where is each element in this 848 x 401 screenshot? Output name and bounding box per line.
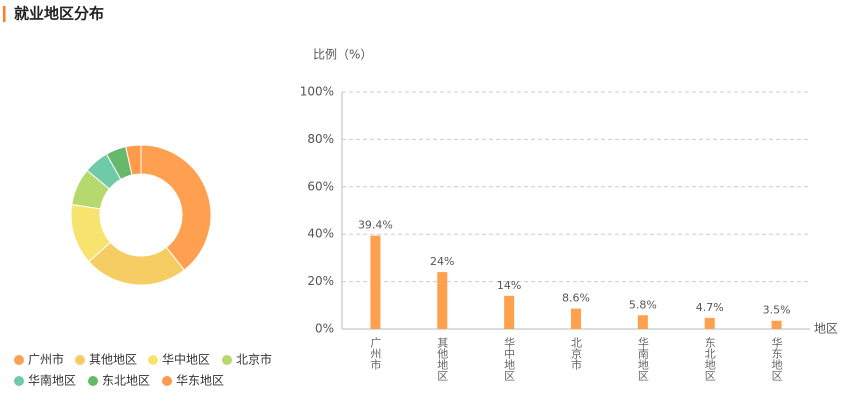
page-title: 就业地区分布 [14,5,104,23]
value-label: 24% [430,255,454,268]
bar [704,317,715,329]
x-tick-label: 其他地区 [436,337,449,381]
legend-label: 北京市 [236,352,272,367]
bar [771,320,782,329]
bar [504,295,515,329]
donut-slice [125,144,142,176]
title-accent [3,6,6,22]
legend-label: 华中地区 [162,352,210,367]
donut-slice [140,144,212,271]
legend-swatch [222,355,232,365]
legend-swatch [148,355,158,365]
x-tick-label: 东北地区 [703,337,716,381]
value-label: 14% [497,279,521,292]
legend-swatch [162,376,172,386]
value-label: 8.6% [562,292,590,305]
legend-label: 华东地区 [176,374,224,388]
value-label: 5.8% [629,298,657,311]
legend-swatch [14,355,24,365]
legend-swatch [75,355,85,365]
x-tick-label: 广州市 [369,337,382,371]
bar [637,315,648,329]
value-label: 3.5% [763,304,791,317]
legend-swatch [14,376,24,386]
legend-label: 广州市 [28,352,64,367]
y-tick-label: 0% [315,322,334,336]
y-tick-label: 80% [307,132,334,146]
x-axis-label: 地区 [814,322,838,336]
x-tick-label: 北京市 [570,337,583,371]
y-axis-label: 比例（%） [313,48,372,62]
x-tick-label: 华东地区 [770,336,783,381]
bar [370,235,381,329]
bar [571,308,581,329]
y-tick-label: 40% [307,227,334,241]
legend-label: 其他地区 [89,353,137,367]
x-tick-label: 华中地区 [503,336,516,381]
y-tick-label: 60% [307,179,334,193]
y-tick-label: 20% [307,274,334,288]
y-tick-label: 100% [300,85,334,99]
value-label: 4.7% [696,301,724,314]
x-tick-label: 华南地区 [636,336,649,381]
legend-label: 东北地区 [102,374,150,388]
bar [437,272,448,329]
legend-label: 华南地区 [28,373,76,388]
legend-swatch [88,376,98,386]
value-label: 39.4% [358,219,393,232]
